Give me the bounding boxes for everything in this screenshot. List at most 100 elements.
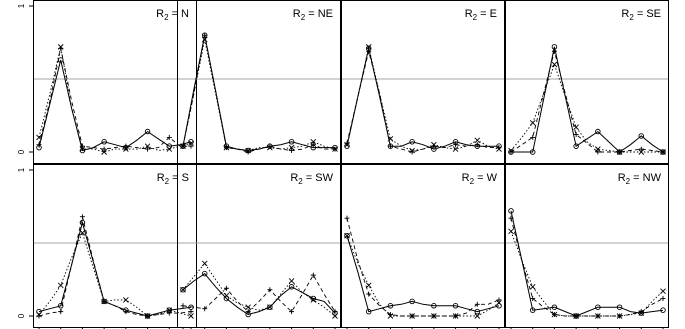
marker-circle [288, 284, 295, 290]
panel-title-subscript: 2 [629, 13, 634, 22]
marker-circle [188, 139, 194, 145]
marker-circle [223, 295, 230, 302]
series-markers [180, 36, 338, 154]
series-markers [508, 61, 666, 155]
marker-plus [387, 312, 393, 318]
panel-title-value: = SW [303, 172, 334, 184]
marker-circle [180, 143, 186, 149]
series-line [182, 262, 336, 317]
marker-x [551, 61, 558, 68]
series-markers [508, 208, 666, 319]
panel-title-value: = N [169, 8, 190, 20]
series-line [346, 51, 499, 153]
series-line [510, 63, 663, 153]
marker-plus [166, 310, 172, 316]
chart-panel: R2 = NWNNEESESSWNW [505, 164, 669, 329]
series-markers [36, 45, 194, 152]
marker-plus [310, 142, 316, 148]
series-line [182, 274, 336, 313]
marker-circle [36, 308, 42, 315]
series-markers [180, 32, 338, 155]
marker-circle [387, 303, 394, 309]
marker-plus [638, 146, 644, 152]
panel-title: R2 = SE [621, 8, 661, 22]
panel-title-value: = W [474, 172, 498, 184]
series-markers [344, 48, 502, 155]
marker-circle [660, 149, 666, 155]
marker-x [101, 149, 107, 155]
marker-circle [344, 143, 350, 149]
series-markers [180, 270, 338, 318]
marker-plus [101, 146, 107, 152]
marker-circle [144, 128, 151, 135]
marker-circle [101, 298, 107, 305]
chart-panel: R2 = E [341, 0, 505, 164]
marker-plus [344, 215, 350, 221]
marker-plus [267, 287, 273, 293]
marker-plus [530, 134, 536, 140]
y-tick-label: 0 [17, 149, 26, 154]
marker-circle [201, 270, 208, 277]
y-tick-label: 1 [17, 167, 26, 172]
marker-circle [431, 146, 437, 152]
marker-plus [245, 309, 251, 315]
marker-circle [551, 304, 558, 310]
panel-frame [177, 164, 341, 328]
marker-circle [310, 295, 317, 302]
y-tick-label: 1 [17, 3, 26, 8]
marker-circle [267, 304, 273, 310]
marker-plus [573, 131, 579, 137]
marker-circle [57, 303, 64, 309]
series-markers [344, 44, 502, 154]
marker-circle [409, 139, 415, 145]
series-markers [344, 232, 502, 319]
series-line [38, 59, 192, 152]
series-markers [180, 272, 338, 315]
marker-x [573, 124, 579, 130]
marker-plus [551, 312, 557, 318]
marker-circle [595, 304, 601, 310]
marker-circle [638, 310, 645, 316]
marker-x [638, 149, 645, 155]
series-markers [36, 214, 194, 319]
panel-frame [505, 164, 669, 328]
panel-title-subscript: 2 [301, 13, 306, 22]
marker-x [245, 304, 251, 311]
panel-title: R2 = SW [290, 172, 333, 186]
marker-x [310, 138, 317, 145]
panel-title: R2 = NW [618, 172, 662, 186]
marker-plus [453, 142, 459, 148]
marker-circle [452, 139, 459, 145]
marker-circle [223, 143, 230, 149]
marker-circle [344, 232, 350, 239]
marker-plus [431, 143, 437, 149]
marker-circle [57, 57, 64, 63]
panel-title: R2 = W [462, 172, 498, 186]
marker-circle [180, 286, 186, 293]
marker-circle [387, 143, 394, 149]
marker-x [288, 278, 295, 284]
marker-plus [58, 45, 64, 51]
chart-panel: R2 = N 0 1 [17, 0, 197, 164]
series-line [346, 48, 499, 150]
marker-x [188, 140, 194, 147]
marker-circle [365, 45, 372, 52]
panel-frame [33, 0, 197, 164]
marker-circle [245, 311, 251, 318]
marker-x [508, 228, 514, 235]
marker-plus [409, 149, 415, 155]
marker-plus [289, 148, 295, 154]
marker-x [660, 288, 666, 294]
marker-plus [660, 295, 666, 301]
chart-panel: R2 = SWNNEESESSWNW [177, 164, 341, 329]
panel-title-symbol: R [618, 172, 626, 184]
marker-circle [474, 308, 481, 315]
marker-x [201, 260, 208, 267]
y-tick-label: 0 [17, 313, 26, 318]
panel-title-value: = NW [630, 172, 661, 184]
marker-plus [530, 295, 536, 301]
series-line [182, 35, 335, 152]
marker-circle [496, 143, 502, 149]
marker-circle [101, 139, 107, 145]
